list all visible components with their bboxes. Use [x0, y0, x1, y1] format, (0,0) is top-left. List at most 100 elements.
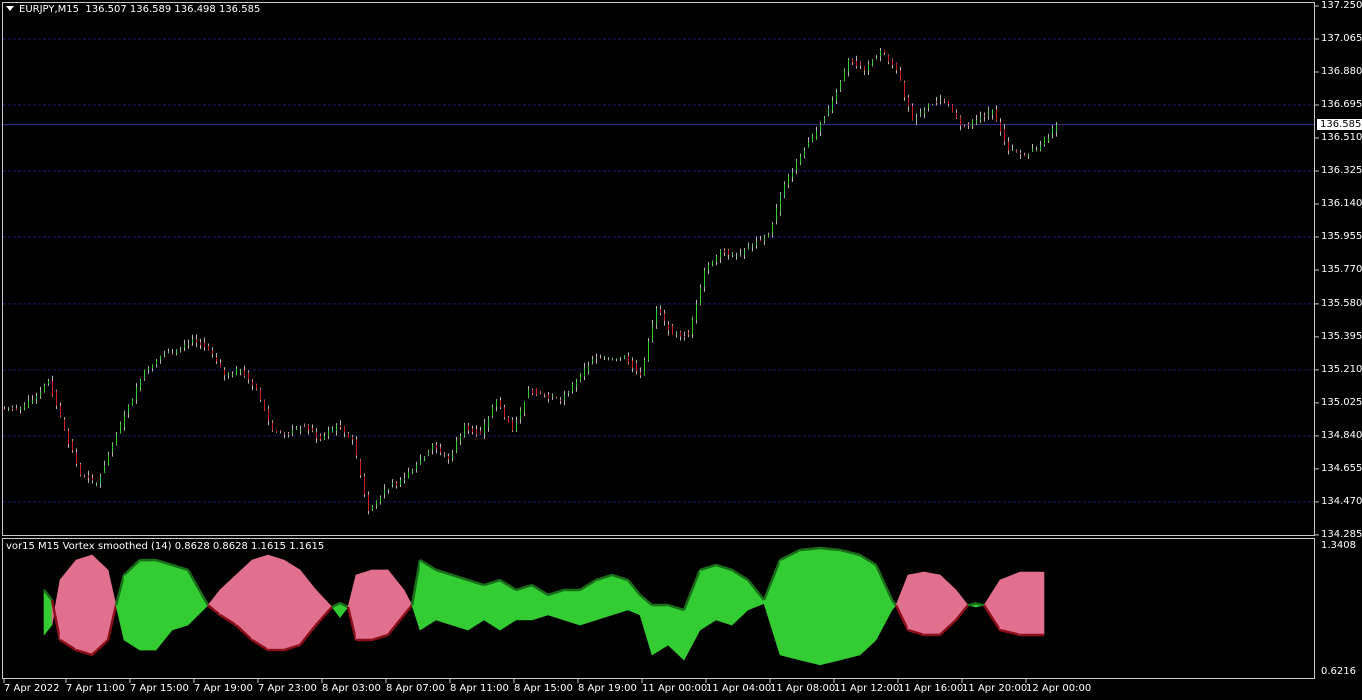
candle — [272, 420, 273, 432]
candle-body — [608, 359, 609, 361]
vortex-fill-bullish — [699, 564, 717, 631]
candle-body — [208, 345, 209, 351]
candle — [196, 334, 197, 348]
candle-body — [92, 477, 93, 481]
candle — [548, 391, 549, 403]
vi-plus-line — [799, 546, 821, 552]
candle — [260, 388, 261, 403]
candle-body — [260, 389, 261, 400]
candle — [176, 349, 177, 356]
candle — [276, 430, 277, 433]
vortex-fill-bullish — [139, 559, 157, 651]
candle — [828, 105, 829, 117]
candle — [408, 467, 409, 479]
candle-body — [844, 69, 845, 82]
candle — [356, 436, 357, 459]
candle-body — [976, 120, 977, 124]
vortex-fill-bearish — [283, 559, 301, 651]
candle — [292, 424, 293, 437]
candle — [208, 343, 209, 351]
candle-body — [752, 245, 753, 247]
candle — [140, 378, 141, 392]
collapse-triangle-icon[interactable] — [6, 6, 14, 11]
candle-body — [412, 470, 413, 474]
candle — [404, 472, 405, 484]
candle-body — [880, 50, 881, 57]
candle-body — [96, 484, 97, 486]
candle-body — [620, 357, 621, 359]
candle — [508, 416, 509, 423]
candle — [744, 248, 745, 260]
candle — [412, 468, 413, 475]
candle-body — [532, 389, 533, 394]
candle-body — [148, 367, 149, 370]
chart-header[interactable]: EURJPY,M15 136.507 136.589 136.498 136.5… — [6, 4, 260, 16]
vi-plus-line — [114, 574, 126, 606]
candle — [68, 428, 69, 448]
time-tick-label: 7 Apr 19:00 — [194, 683, 253, 694]
candle — [480, 426, 481, 435]
candle — [256, 383, 257, 391]
candle — [680, 330, 681, 341]
candle — [1032, 144, 1033, 152]
vortex-fill-bullish — [839, 549, 861, 661]
candle-body — [444, 453, 445, 455]
candle-body — [612, 359, 613, 361]
candle — [884, 50, 885, 56]
candle — [628, 352, 629, 365]
candle-body — [72, 440, 73, 451]
candle — [216, 352, 217, 365]
candle-body — [356, 439, 357, 456]
candle — [716, 254, 717, 266]
candle-body — [348, 433, 349, 438]
candle — [584, 362, 585, 381]
candle-body — [320, 435, 321, 440]
price-tick-label: 135.580 — [1321, 297, 1362, 309]
candle — [492, 404, 493, 419]
candle-body — [112, 444, 113, 452]
candle — [308, 424, 309, 435]
candle-body — [816, 130, 817, 140]
price-chart-panel[interactable] — [2, 2, 1315, 536]
candle-body — [384, 489, 385, 494]
candle-body — [52, 380, 53, 396]
candle — [544, 393, 545, 398]
indicator-panel[interactable] — [2, 538, 1315, 679]
candle — [460, 433, 461, 445]
candle — [52, 375, 53, 397]
vi-plus-line — [627, 579, 641, 596]
candle-body — [164, 354, 165, 356]
vi-plus-line — [819, 546, 841, 552]
candle-body — [928, 104, 929, 108]
candle-body — [432, 444, 433, 451]
candle-body — [328, 430, 329, 437]
candle-body — [468, 425, 469, 431]
vi-plus-line — [123, 559, 141, 576]
candle-body — [900, 70, 901, 81]
candle — [88, 470, 89, 483]
time-tick-label: 8 Apr 11:00 — [450, 683, 509, 694]
candle-body — [712, 261, 713, 266]
candle-body — [760, 240, 761, 242]
time-tick-label: 7 Apr 23:00 — [258, 683, 317, 694]
candle-body — [440, 447, 441, 453]
vi-plus-line — [874, 564, 894, 601]
candle — [76, 448, 77, 467]
candle-body — [144, 369, 145, 379]
candle — [168, 348, 169, 354]
candle-body — [776, 207, 777, 221]
candle — [92, 474, 93, 484]
vi-plus-line — [91, 639, 109, 656]
candle-body — [352, 436, 353, 440]
candle-body — [636, 363, 637, 371]
candle-body — [476, 429, 477, 435]
candle — [748, 242, 749, 250]
vi-plus-line — [839, 548, 861, 557]
candle — [636, 360, 637, 375]
time-tick-label: 11 Apr 20:00 — [962, 683, 1028, 694]
candle — [280, 430, 281, 434]
candle-body — [360, 459, 361, 476]
vi-plus-line — [75, 648, 93, 657]
candle — [900, 67, 901, 82]
candle-body — [644, 360, 645, 376]
